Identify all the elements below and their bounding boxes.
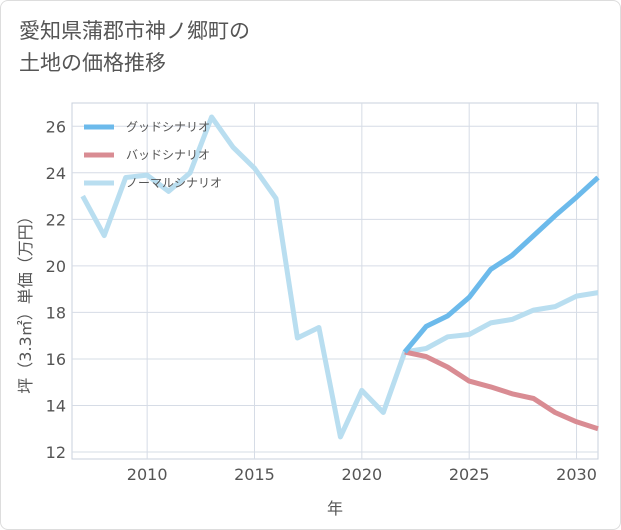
grid-lines: [72, 103, 598, 459]
series-line-0: [402, 175, 600, 354]
chart-title-line1: 愛知県蒲郡市神ノ郷町の: [19, 19, 250, 43]
x-tick-label: 2020: [341, 465, 382, 484]
series-lines: [80, 114, 600, 440]
y-tick-label: 16: [46, 350, 66, 369]
series-line-2: [80, 114, 599, 440]
y-tick-label: 18: [46, 303, 66, 322]
series-line-1: [404, 349, 599, 432]
y-tick-labels: 12 14 16 18 20 22 24 26: [46, 117, 66, 462]
y-tick-label: 12: [46, 443, 66, 462]
x-tick-label: 2015: [234, 465, 275, 484]
y-tick-label: 24: [46, 164, 66, 183]
x-tick-label: 2030: [556, 465, 597, 484]
y-tick-label: 20: [46, 257, 66, 276]
legend-label: ノーマルシナリオ: [126, 176, 222, 190]
legend-label: バッドシナリオ: [126, 148, 210, 162]
x-axis-label: 年: [327, 499, 343, 518]
y-tick-label: 22: [46, 210, 66, 229]
chart-title: 愛知県蒲郡市神ノ郷町の 土地の価格推移: [19, 15, 250, 79]
chart-title-line2: 土地の価格推移: [19, 51, 166, 75]
y-tick-label: 14: [46, 396, 66, 415]
x-tick-labels: 2010 2015 2020 2025 2030: [127, 465, 597, 484]
x-tick-label: 2025: [449, 465, 490, 484]
legend-label: グッドシナリオ: [126, 120, 210, 134]
x-tick-label: 2010: [127, 465, 168, 484]
y-axis-label: 坪（3.3㎡）単価（万円）: [16, 208, 35, 393]
y-tick-label: 26: [46, 117, 66, 136]
